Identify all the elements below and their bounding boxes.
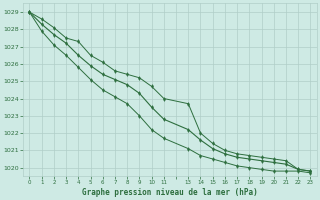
X-axis label: Graphe pression niveau de la mer (hPa): Graphe pression niveau de la mer (hPa) xyxy=(82,188,258,197)
